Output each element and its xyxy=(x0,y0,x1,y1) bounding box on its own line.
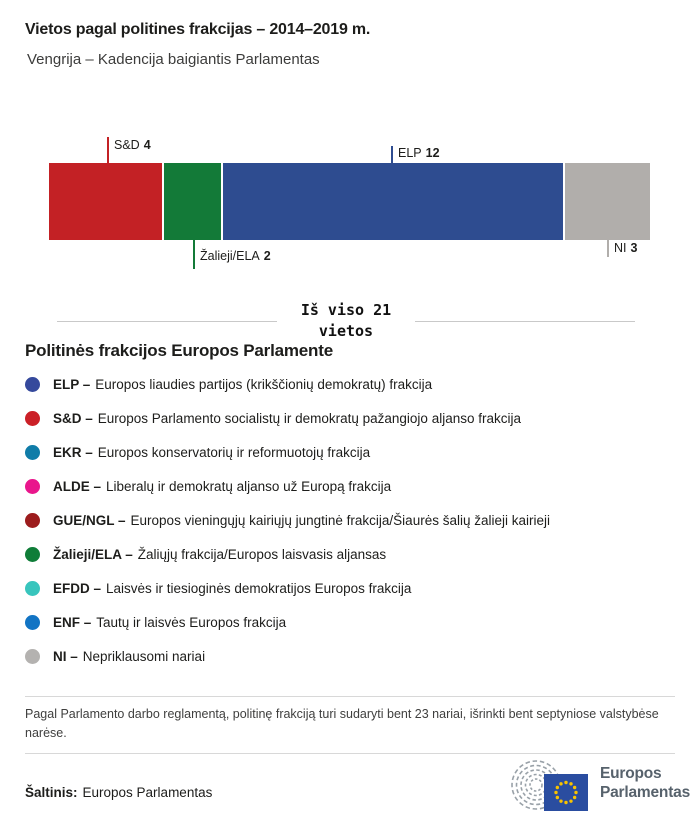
legend-dot-alde xyxy=(25,478,40,494)
callout-line-ni xyxy=(607,240,609,257)
total-seats-text: Iš viso 21 vietos xyxy=(277,300,415,342)
footnote-text: Pagal Parlamento darbo reglamentą, polit… xyxy=(25,707,659,740)
legend-description: Tautų ir laisvės Europos frakcija xyxy=(96,614,287,630)
bar-segment-ni xyxy=(565,163,650,240)
source-label: Šaltinis: xyxy=(25,785,78,800)
callout-line-elp xyxy=(391,146,393,163)
callout-seats: 4 xyxy=(143,138,151,152)
legend-item-gue-ngl: GUE/NGL – Europos vieningųjų kairiųjų jun… xyxy=(25,503,680,537)
divider-bottom xyxy=(25,753,675,754)
seats-bar xyxy=(49,163,650,240)
legend-dot-ni xyxy=(25,648,40,664)
source-value: Europos Parlamentas xyxy=(82,785,213,800)
legend-label: S&D – xyxy=(53,410,93,426)
legend-item-alde: ALDE – Liberalų ir demokratų aljanso už E… xyxy=(25,469,680,503)
legend-item-sd: S&D – Europos Parlamento socialistų ir de… xyxy=(25,401,680,435)
legend-label: ELP – xyxy=(53,376,91,392)
bar-segment-sd xyxy=(49,163,163,240)
page-title: Vietos pagal politines frakcijas – 2014–… xyxy=(25,21,371,38)
callout-label-zalieji-ela: Žalieji/ELA 2 xyxy=(200,249,271,263)
total-rule-left xyxy=(57,320,277,322)
callout-faction: NI xyxy=(614,241,627,255)
callout-line-sd xyxy=(107,137,109,163)
legend-list: ELP – Europos liaudies partijos (krikščio… xyxy=(25,367,680,673)
legend-label: GUE/NGL – xyxy=(53,512,126,528)
eu-flag-icon xyxy=(544,774,588,811)
callout-faction: Žalieji/ELA xyxy=(200,249,260,263)
legend-item-enf: ENF – Tautų ir laisvės Europos frakcija xyxy=(25,605,680,639)
legend-item-ekr: EKR – Europos konservatorių ir reformuoto… xyxy=(25,435,680,469)
callout-seats: 12 xyxy=(425,146,440,160)
legend-label: EKR – xyxy=(53,444,93,460)
total-seats-line1: Iš viso 21 xyxy=(300,301,392,319)
legend-item-elp: ELP – Europos liaudies partijos (krikščio… xyxy=(25,367,680,401)
total-seats-banner: Iš viso 21 vietos xyxy=(57,300,635,342)
legend-heading: Politinės frakcijos Europos Parlamente xyxy=(25,341,333,360)
legend-item-zalieji-ela: Žalieji/ELA – Žaliųjų frakcija/Europos la… xyxy=(25,537,680,571)
total-rule-right xyxy=(415,320,635,322)
legend-dot-zalieji-ela xyxy=(25,546,40,562)
total-seats-line2: vietos xyxy=(318,322,374,340)
divider-top xyxy=(25,696,675,697)
legend-dot-efdd xyxy=(25,580,40,596)
bar-segment-zalieji-ela xyxy=(164,163,221,240)
callout-label-sd: S&D 4 xyxy=(114,138,151,152)
legend-dot-elp xyxy=(25,376,40,392)
logo-wordmark-line2: Parlamentas xyxy=(600,784,690,801)
callout-faction: S&D xyxy=(114,138,140,152)
seats-bar-chart: S&D 4 ELP 12 Žalieji/ELA 2 NI 3 xyxy=(0,135,700,275)
bar-segment-elp xyxy=(223,163,563,240)
legend-dot-ekr xyxy=(25,444,40,460)
legend-description: Europos konservatorių ir reformuotojų fr… xyxy=(97,444,371,460)
legend-description: Laisvės ir tiesioginės demokratijos Euro… xyxy=(106,580,412,596)
callout-line-zalieji-ela xyxy=(193,240,195,269)
callout-label-elp: ELP 12 xyxy=(398,146,440,160)
legend-description: Europos vieningųjų kairiųjų jungtinė fra… xyxy=(130,512,550,528)
logo-wordmark: Europos Parlamentas xyxy=(600,764,690,802)
callout-faction: ELP xyxy=(398,146,422,160)
source-line: Šaltinis: Europos Parlamentas xyxy=(25,785,212,800)
european-parliament-logo xyxy=(511,760,588,811)
legend-dot-sd xyxy=(25,410,40,426)
legend-item-efdd: EFDD – Laisvės ir tiesioginės demokratijo… xyxy=(25,571,680,605)
page-subtitle: Vengrija – Kadencija baigiantis Parlamen… xyxy=(27,51,320,68)
legend-label: ENF – xyxy=(53,614,92,630)
callout-seats: 3 xyxy=(630,241,638,255)
legend-item-ni: NI – Nepriklausomi nariai xyxy=(25,639,680,673)
callout-seats: 2 xyxy=(263,249,271,263)
logo-wordmark-line1: Europos xyxy=(600,765,662,782)
legend-description: Nepriklausomi nariai xyxy=(82,648,206,664)
legend-description: Žaliųjų frakcija/Europos laisvasis aljan… xyxy=(137,546,387,562)
callout-label-ni: NI 3 xyxy=(614,241,637,255)
legend-dot-enf xyxy=(25,614,40,630)
legend-dot-gue-ngl xyxy=(25,512,40,528)
legend-label: EFDD – xyxy=(53,580,102,596)
legend-label: Žalieji/ELA – xyxy=(53,546,133,562)
legend-description: Europos Parlamento socialistų ir demokra… xyxy=(97,410,521,426)
legend-description: Europos liaudies partijos (krikščionių d… xyxy=(95,376,433,392)
legend-label: NI – xyxy=(53,648,78,664)
legend-description: Liberalų ir demokratų aljanso už Europą … xyxy=(106,478,392,494)
legend-label: ALDE – xyxy=(53,478,102,494)
